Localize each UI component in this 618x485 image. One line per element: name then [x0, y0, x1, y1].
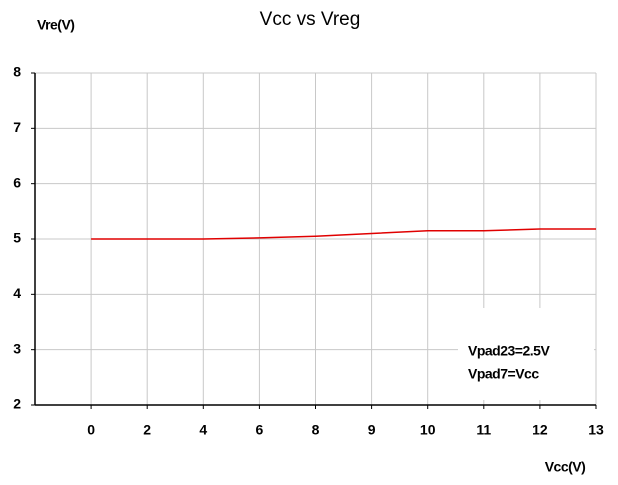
series-line [91, 228, 596, 240]
annotation-box [458, 308, 594, 400]
x-tick-label: 6 [256, 422, 264, 438]
y-tick-label: 7 [13, 119, 21, 135]
chart-title: Vcc vs Vreg [260, 9, 361, 30]
y-tick-label: 4 [13, 285, 21, 301]
y-axis-label: Vre(V) [37, 17, 74, 33]
y-tick-label: 3 [13, 340, 21, 356]
y-tick-label: 2 [13, 396, 21, 412]
y-tick-label: 5 [13, 230, 21, 246]
x-tick-label: 2 [143, 422, 151, 438]
x-tick-label: 0 [87, 422, 95, 438]
x-tick-label: 4 [199, 422, 207, 438]
x-tick-label: 9 [368, 422, 376, 438]
annotation: Vpad7=Vcc [468, 366, 539, 382]
y-tick-label: 6 [13, 174, 21, 190]
x-axis-label: Vcc(V) [545, 459, 586, 475]
x-tick-label: 12 [532, 422, 548, 438]
annotation: Vpad23=2.5V [468, 343, 550, 359]
x-tick-label: 8 [312, 422, 320, 438]
x-tick-label: 10 [420, 422, 436, 438]
x-tick-label: 13 [588, 422, 604, 438]
x-tick-label: 11 [476, 422, 491, 438]
y-tick-label: 8 [13, 64, 21, 80]
